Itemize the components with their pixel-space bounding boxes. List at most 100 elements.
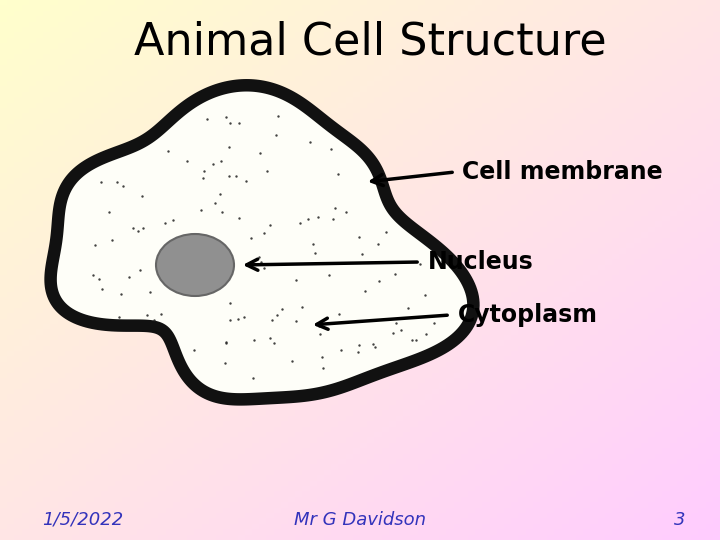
Point [325, 145, 336, 153]
Point [223, 171, 235, 180]
Point [93, 275, 104, 284]
Text: Cell membrane: Cell membrane [462, 160, 662, 184]
Point [207, 159, 219, 168]
Point [271, 131, 282, 139]
Point [372, 239, 384, 248]
Point [327, 215, 338, 224]
Point [168, 215, 179, 224]
Point [224, 299, 235, 307]
Point [225, 315, 236, 324]
Point [368, 339, 379, 348]
Point [290, 317, 302, 326]
Point [215, 157, 227, 165]
Point [258, 229, 269, 238]
Point [181, 157, 192, 165]
Point [272, 112, 284, 120]
Point [359, 286, 370, 295]
Point [148, 315, 159, 324]
Point [253, 252, 264, 261]
Point [353, 233, 364, 241]
Polygon shape [50, 85, 474, 400]
Point [87, 271, 99, 279]
Point [233, 118, 245, 127]
Point [307, 240, 319, 248]
Point [373, 277, 384, 286]
Text: 1/5/2022: 1/5/2022 [42, 511, 123, 529]
Point [103, 207, 114, 216]
Point [240, 177, 252, 185]
Point [138, 224, 149, 232]
Point [255, 148, 266, 157]
Point [395, 326, 407, 335]
Point [387, 329, 399, 338]
Point [323, 271, 335, 279]
Point [290, 275, 302, 284]
Point [294, 219, 306, 227]
Text: 3: 3 [673, 511, 685, 529]
Point [220, 113, 232, 122]
Point [428, 319, 439, 328]
Point [238, 313, 250, 321]
Point [220, 338, 232, 347]
Point [420, 291, 431, 299]
Point [256, 258, 267, 266]
Point [217, 208, 228, 217]
Point [353, 341, 364, 350]
Point [316, 353, 328, 361]
Point [248, 336, 260, 345]
Point [313, 321, 325, 330]
Point [271, 310, 283, 319]
Point [215, 190, 226, 198]
Point [309, 249, 320, 258]
Point [160, 219, 171, 227]
Text: Animal Cell Structure: Animal Cell Structure [134, 21, 606, 64]
Point [233, 314, 244, 323]
Point [197, 174, 209, 183]
Point [329, 204, 341, 213]
Point [113, 313, 125, 322]
Point [201, 115, 212, 124]
Point [230, 172, 241, 180]
Point [248, 374, 259, 382]
Text: Mr G Davidson: Mr G Davidson [294, 511, 426, 529]
Point [420, 330, 431, 339]
Point [112, 178, 123, 186]
Point [145, 287, 156, 296]
Point [246, 234, 257, 242]
Point [340, 207, 351, 216]
Point [264, 334, 276, 342]
Point [352, 348, 364, 357]
Point [95, 178, 107, 186]
Point [136, 192, 148, 201]
Point [264, 221, 276, 230]
Point [156, 310, 167, 319]
Point [127, 224, 139, 232]
Point [406, 336, 418, 345]
Point [195, 206, 207, 215]
Point [287, 357, 298, 366]
Point [335, 346, 346, 355]
Point [220, 358, 231, 367]
Point [296, 303, 307, 312]
Ellipse shape [156, 234, 234, 296]
Point [369, 342, 381, 351]
Point [266, 316, 278, 325]
Point [312, 213, 324, 221]
Text: Nucleus: Nucleus [428, 250, 534, 274]
Point [134, 266, 145, 274]
Point [96, 285, 108, 294]
Point [89, 241, 101, 249]
Point [317, 363, 328, 372]
Point [390, 319, 402, 327]
Point [390, 269, 401, 278]
Point [305, 138, 316, 146]
Point [356, 249, 368, 258]
Point [115, 290, 127, 299]
Point [225, 119, 236, 128]
Point [261, 167, 272, 176]
Point [410, 335, 422, 344]
Point [258, 264, 270, 272]
Point [162, 147, 174, 156]
Point [333, 170, 344, 178]
Point [199, 167, 210, 176]
